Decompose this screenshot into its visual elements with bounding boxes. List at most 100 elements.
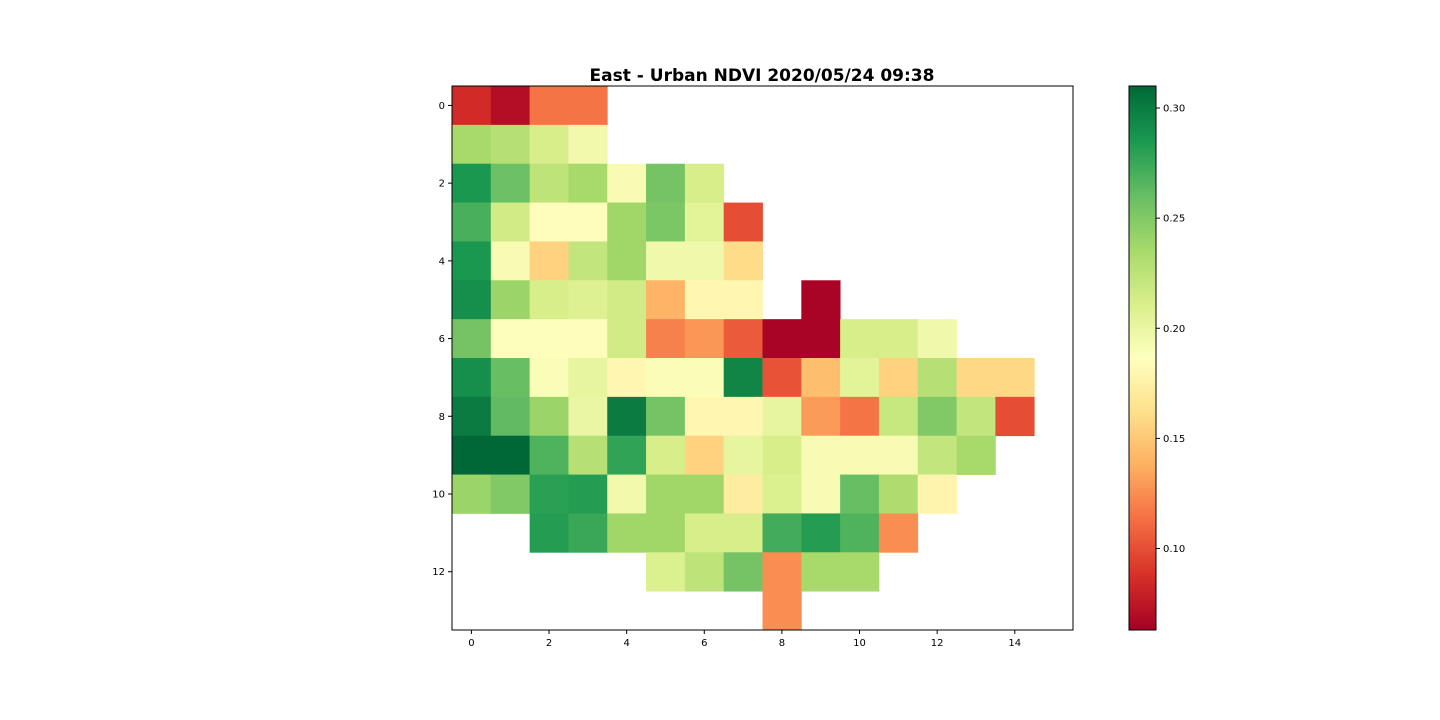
heatmap-cell	[529, 280, 569, 320]
heatmap-cell	[452, 435, 492, 475]
heatmap-cell	[840, 319, 880, 359]
y-tick-label: 0	[439, 101, 445, 112]
heatmap-cell	[646, 202, 686, 242]
heatmap-cell	[762, 319, 802, 359]
heatmap-cell	[490, 241, 531, 281]
heatmap-cell	[529, 319, 569, 359]
heatmap-cell	[452, 86, 492, 126]
heatmap-cell	[878, 396, 919, 437]
heatmap-cell	[917, 435, 957, 475]
heatmap-cell	[490, 124, 531, 165]
y-tick-label: 6	[439, 334, 445, 345]
heatmap-cell	[684, 474, 725, 514]
heatmap-cell	[840, 552, 880, 592]
heatmap-cell	[452, 241, 492, 281]
heatmap-cell	[568, 358, 608, 398]
heatmap-cell	[684, 396, 725, 437]
heatmap-cell	[607, 163, 647, 203]
heatmap-cell	[684, 163, 725, 203]
heatmap-cell	[995, 396, 1035, 437]
heatmap-cell	[801, 474, 841, 514]
heatmap-cell	[840, 435, 880, 475]
heatmap-cell	[723, 435, 763, 475]
heatmap-cell	[529, 86, 569, 126]
heatmap-cell	[568, 241, 608, 281]
chart-title: East - Urban NDVI 2020/05/24 09:38	[590, 66, 935, 86]
heatmap-cell	[723, 513, 763, 553]
heatmap-cell	[452, 202, 492, 242]
heatmap-cell	[917, 474, 957, 514]
heatmap-cell	[995, 358, 1035, 398]
heatmap-cell	[568, 280, 608, 320]
colorbar-tick-label: 0.10	[1163, 544, 1185, 555]
heatmap-cell	[490, 358, 531, 398]
heatmap-cell	[801, 396, 841, 437]
heatmap-cell	[762, 474, 802, 514]
heatmap-cell	[568, 513, 608, 553]
heatmap-cell	[568, 163, 608, 203]
heatmap-cell	[607, 319, 647, 359]
heatmap-cell	[568, 319, 608, 359]
heatmap-cell	[917, 319, 957, 359]
colorbar-tick-label: 0.20	[1163, 324, 1185, 335]
heatmap-cell	[452, 396, 492, 437]
heatmap-cell	[646, 552, 686, 592]
heatmap-cell	[762, 396, 802, 437]
heatmap-cell	[529, 202, 569, 242]
heatmap-cell	[762, 358, 802, 398]
heatmap-cell	[607, 202, 647, 242]
x-axis: 0 2 4 6 8 10 12 14	[468, 630, 1021, 649]
heatmap-cell	[956, 358, 996, 398]
x-tick-label: 0	[468, 638, 474, 649]
heatmap-cell	[529, 474, 569, 514]
heatmap-cell	[646, 474, 686, 514]
heatmap-cell	[490, 474, 531, 514]
heatmap-cell	[840, 358, 880, 398]
heatmap-cell	[917, 396, 957, 437]
heatmap-cell	[452, 124, 492, 165]
heatmap-cell	[723, 280, 763, 320]
heatmap-cell	[723, 241, 763, 281]
heatmap-cell	[646, 163, 686, 203]
heatmap-cell	[684, 513, 725, 553]
heatmap-cell	[684, 435, 725, 475]
heatmap-cell	[684, 358, 725, 398]
y-tick-label: 12	[432, 567, 445, 578]
y-tick-label: 8	[439, 412, 445, 423]
heatmap-cell	[452, 319, 492, 359]
heatmap-cell	[646, 396, 686, 437]
heatmap-cell	[840, 474, 880, 514]
colorbar-tick-label: 0.30	[1163, 104, 1185, 115]
heatmap-cell	[801, 552, 841, 592]
heatmap-cell	[801, 280, 841, 320]
y-tick-label: 10	[432, 490, 445, 501]
heatmap-cell	[529, 163, 569, 203]
heatmap-cell	[490, 396, 531, 437]
heatmap-cell	[490, 202, 531, 242]
heatmap-cell	[684, 280, 725, 320]
heatmap-cell	[646, 280, 686, 320]
heatmap-cell	[917, 358, 957, 398]
x-tick-label: 4	[623, 638, 629, 649]
heatmap-cell	[801, 358, 841, 398]
x-tick-label: 8	[779, 638, 785, 649]
colorbar-tick-label: 0.25	[1163, 214, 1185, 225]
heatmap-cell	[762, 513, 802, 553]
heatmap-cell	[723, 202, 763, 242]
heatmap-cell	[568, 474, 608, 514]
heatmap-cell	[646, 513, 686, 553]
heatmap-cell	[723, 358, 763, 398]
heatmap-cell	[529, 358, 569, 398]
heatmap-cell	[684, 552, 725, 592]
x-tick-label: 14	[1008, 638, 1021, 649]
heatmap-cell	[646, 358, 686, 398]
heatmap-cell	[452, 474, 492, 514]
heatmap-cell	[762, 435, 802, 475]
heatmap	[452, 86, 1035, 631]
plot-frame	[451, 85, 1074, 631]
heatmap-cell	[607, 358, 647, 398]
x-tick-label: 10	[853, 638, 866, 649]
heatmap-cell	[646, 435, 686, 475]
heatmap-cell	[723, 552, 763, 592]
heatmap-cell	[568, 396, 608, 437]
